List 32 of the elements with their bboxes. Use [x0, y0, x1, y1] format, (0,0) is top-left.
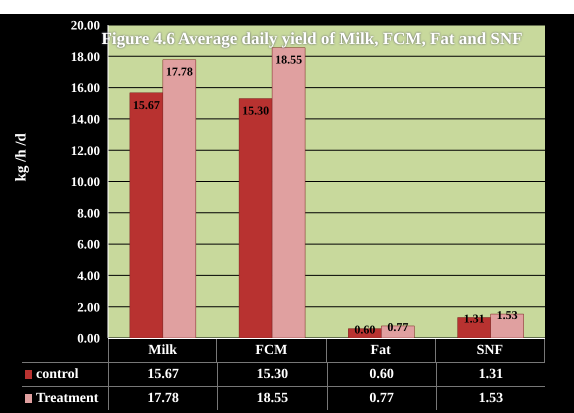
y-tick-label: 8.00 [77, 205, 100, 220]
data-label: 17.78 [108, 387, 218, 410]
y-tick-label: 20.00 [70, 18, 100, 33]
data-label: 15.30 [217, 363, 326, 386]
y-tick-label: 12.00 [70, 142, 100, 158]
text: 15.30 [242, 104, 270, 118]
y-tick-label: 18.00 [70, 48, 100, 64]
x-tick-label: Fat [326, 339, 436, 362]
data-label: 1.31 [436, 363, 545, 386]
data-label: 0.60 [326, 363, 436, 386]
x-tick-label: FCM [217, 339, 326, 362]
legend-label: control [36, 366, 79, 382]
data-label: 15.67 [108, 363, 218, 386]
text: 15.67 [132, 98, 160, 112]
data-label: 1.53 [436, 387, 545, 410]
text: 0.77 [387, 320, 408, 334]
data-label: 0.77 [326, 387, 436, 410]
y-tick-label: 0.00 [77, 330, 100, 346]
y-tick-label: 10.00 [70, 174, 100, 190]
x-tick-label: SNF [436, 339, 545, 362]
y-axis-title: kg /h /d [13, 132, 30, 182]
y-tick-label: 6.00 [77, 236, 100, 252]
y-tick-label: 4.00 [77, 268, 100, 284]
text: 1.53 [496, 308, 518, 322]
text: 18.55 [275, 52, 302, 67]
y-tick-label: 2.00 [77, 299, 100, 314]
data-label: 18.55 [217, 387, 326, 410]
y-tick-label: 14.00 [70, 112, 100, 127]
text: 17.78 [166, 64, 193, 79]
x-tick-label: Milk [108, 339, 218, 362]
legend-label: Treatment [36, 390, 98, 406]
y-tick-label: 16.00 [70, 80, 100, 96]
